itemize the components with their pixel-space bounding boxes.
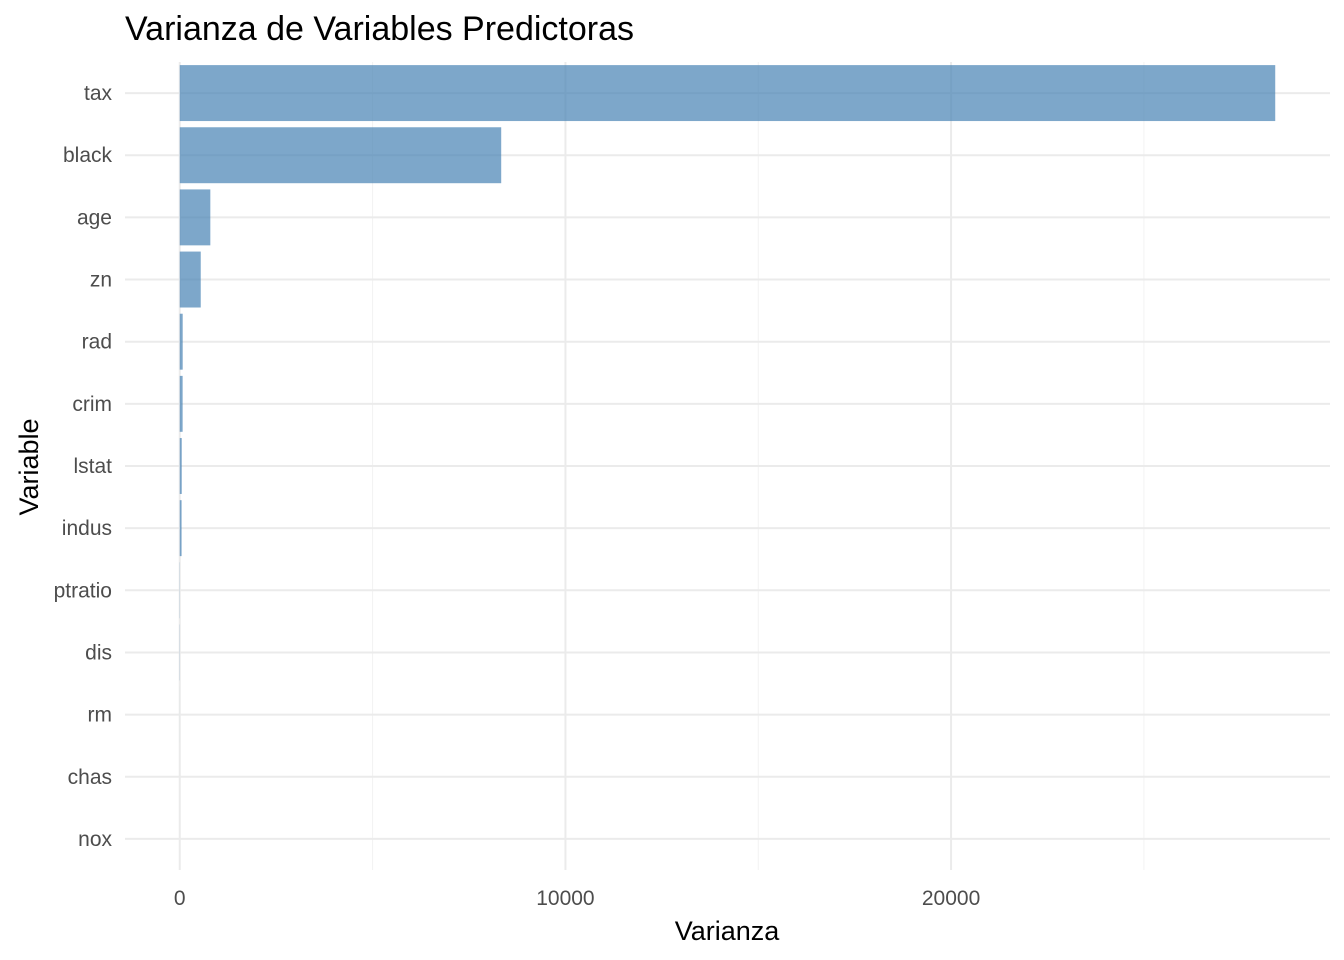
x-tick-label: 20000 xyxy=(922,887,980,910)
bar-lstat xyxy=(179,438,182,494)
x-axis-title: Varianza xyxy=(675,916,781,946)
y-tick-label: dis xyxy=(85,641,112,664)
y-axis-title: Variable xyxy=(14,418,44,515)
y-tick-label: zn xyxy=(90,269,112,292)
y-tick-label: age xyxy=(77,206,112,229)
y-tick-label: rad xyxy=(82,331,112,354)
y-tick-label: crim xyxy=(72,393,112,416)
y-tick-label: chas xyxy=(68,766,112,789)
bar-crim xyxy=(179,375,183,432)
x-tick-label: 10000 xyxy=(536,887,594,910)
y-tick-label: black xyxy=(63,144,113,167)
y-tick-labels: tax black age zn rad crim lstat indus ptratio dis… xyxy=(54,82,113,851)
chart-title: Varianza de Variables Predictoras xyxy=(125,10,634,48)
y-tick-label: nox xyxy=(78,828,112,851)
bar-age xyxy=(179,189,211,246)
bars xyxy=(179,65,1276,867)
bar-indus xyxy=(179,500,182,557)
x-tick-label: 0 xyxy=(174,887,186,910)
x-tick-labels: 0 10000 20000 xyxy=(174,887,980,910)
y-tick-label: indus xyxy=(62,517,112,540)
y-tick-label: rm xyxy=(88,704,113,727)
bar-rad xyxy=(179,313,183,370)
y-tick-label: ptratio xyxy=(54,579,112,602)
y-tick-label: tax xyxy=(84,82,113,105)
bar-zn xyxy=(179,251,201,308)
bar-black xyxy=(179,127,502,184)
bar-tax xyxy=(179,65,1276,122)
gridlines xyxy=(125,62,1330,870)
y-tick-label: lstat xyxy=(73,455,112,478)
